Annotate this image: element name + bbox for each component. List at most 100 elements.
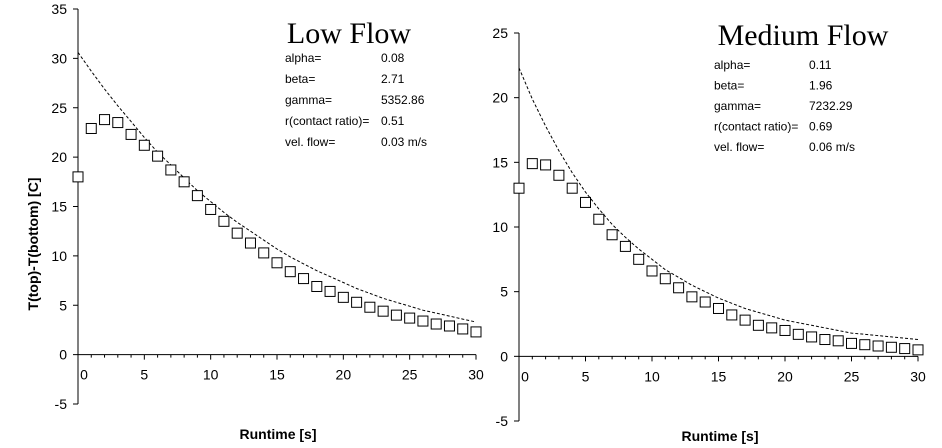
param-label: beta= [714, 79, 744, 93]
y-tick-label: 10 [51, 248, 67, 264]
param-value: 0.03 m/s [381, 135, 427, 149]
x-tick-label: 30 [468, 367, 484, 383]
y-tick-label: 0 [59, 347, 67, 363]
data-point-square [231, 227, 243, 239]
y-tick-label: 35 [51, 1, 67, 17]
data-point-square [859, 339, 871, 351]
x-tick-label: 0 [80, 367, 88, 383]
y-tick-label: 0 [500, 348, 508, 364]
data-point-square [593, 213, 605, 225]
data-point-square [872, 340, 884, 352]
x-tick-label: 5 [140, 367, 148, 383]
data-point-square [244, 237, 256, 249]
x-axis-label: Runtime [s] [240, 426, 317, 442]
data-point-square [377, 305, 389, 317]
fit-curve-line [77, 52, 477, 323]
chart-panel-2: -5 0 5 10 15 20 25 0 5 10 15 20 25 30 Medium Flow alpha… [492, 19, 926, 444]
data-point-square [766, 322, 778, 334]
data-point-square [699, 296, 711, 308]
data-point-square [792, 328, 804, 340]
data-point-square [619, 240, 631, 252]
fit-curve-line [518, 67, 919, 340]
data-point-square [713, 302, 724, 314]
y-tick-label: 10 [492, 219, 508, 235]
param-value: 0.06 m/s [809, 140, 855, 154]
data-point-square [752, 319, 764, 331]
data-point-square [324, 285, 336, 297]
data-point-square [85, 122, 97, 134]
data-point-square [125, 128, 137, 140]
x-tick-label: 25 [402, 367, 418, 383]
data-point-square [686, 291, 698, 303]
data-point-square [205, 203, 217, 215]
data-point-square [443, 320, 455, 332]
data-point-square [271, 257, 283, 269]
param-value: 0.69 [809, 120, 833, 134]
param-label: alpha= [285, 51, 321, 65]
data-point-square [138, 139, 150, 151]
data-point-square [311, 280, 323, 292]
x-tick-label: 10 [203, 367, 219, 383]
data-point-square [779, 324, 791, 336]
data-point-square [430, 318, 442, 330]
data-point-square [580, 196, 591, 208]
data-point-square [351, 296, 363, 308]
y-tick-label: 20 [492, 90, 508, 106]
x-tick-label: 30 [910, 368, 926, 384]
data-point-square [513, 182, 525, 194]
data-point-square [885, 341, 897, 353]
data-point-square [258, 247, 270, 259]
data-point-square [165, 164, 177, 176]
y-tick-label: 5 [59, 297, 67, 313]
param-value: 7232.29 [809, 99, 853, 113]
data-point-square [633, 253, 645, 265]
param-value: 0.11 [809, 58, 832, 72]
x-tick-label: 0 [521, 368, 529, 384]
data-point-square [526, 158, 538, 170]
x-tick-label: 10 [644, 368, 660, 384]
param-label: gamma= [285, 93, 332, 107]
chart-panel-1: -5 0 5 10 15 20 25 30 35 0 5 10 15 20 25 30 Low Flowalph… [25, 1, 484, 442]
x-tick-label: 20 [336, 367, 352, 383]
data-point-square [417, 315, 429, 327]
y-tick-label: 25 [492, 25, 508, 41]
data-point-square [99, 114, 111, 126]
data-point-square [152, 150, 164, 162]
param-label: alpha= [714, 58, 750, 72]
data-point-square [390, 309, 402, 321]
param-value: 0.51 [381, 114, 405, 128]
param-label: beta= [285, 72, 315, 86]
data-point-square [72, 171, 84, 183]
data-point-square [457, 323, 469, 335]
param-label: r(contact ratio)= [285, 114, 369, 128]
data-point-square [540, 159, 552, 171]
y-tick-label: 5 [500, 284, 508, 300]
data-point-square [819, 334, 831, 346]
x-axis-label: Runtime [s] [682, 428, 759, 444]
y-tick-label: 25 [51, 100, 67, 116]
x-tick-label: 15 [269, 367, 285, 383]
data-point-square [112, 117, 124, 129]
data-point-square [726, 309, 738, 321]
data-point-square [178, 176, 190, 188]
data-point-square [298, 273, 310, 285]
data-point-square [470, 326, 482, 338]
y-tick-label: -5 [496, 413, 509, 429]
param-value: 5352.86 [381, 93, 425, 107]
data-point-square [912, 344, 924, 356]
data-point-square [806, 331, 818, 343]
y-tick-label: -5 [55, 396, 68, 412]
data-point-square [739, 314, 751, 326]
data-point-square [673, 282, 685, 294]
data-point-square [659, 273, 671, 285]
data-point-square [832, 335, 844, 347]
data-point-square [899, 343, 911, 355]
param-label: vel. flow= [285, 135, 335, 149]
y-tick-label: 15 [51, 199, 67, 215]
x-tick-label: 25 [844, 368, 860, 384]
data-point-square [284, 266, 296, 278]
data-point-square [404, 312, 416, 324]
x-tick-label: 20 [777, 368, 793, 384]
data-point-square [553, 169, 565, 181]
